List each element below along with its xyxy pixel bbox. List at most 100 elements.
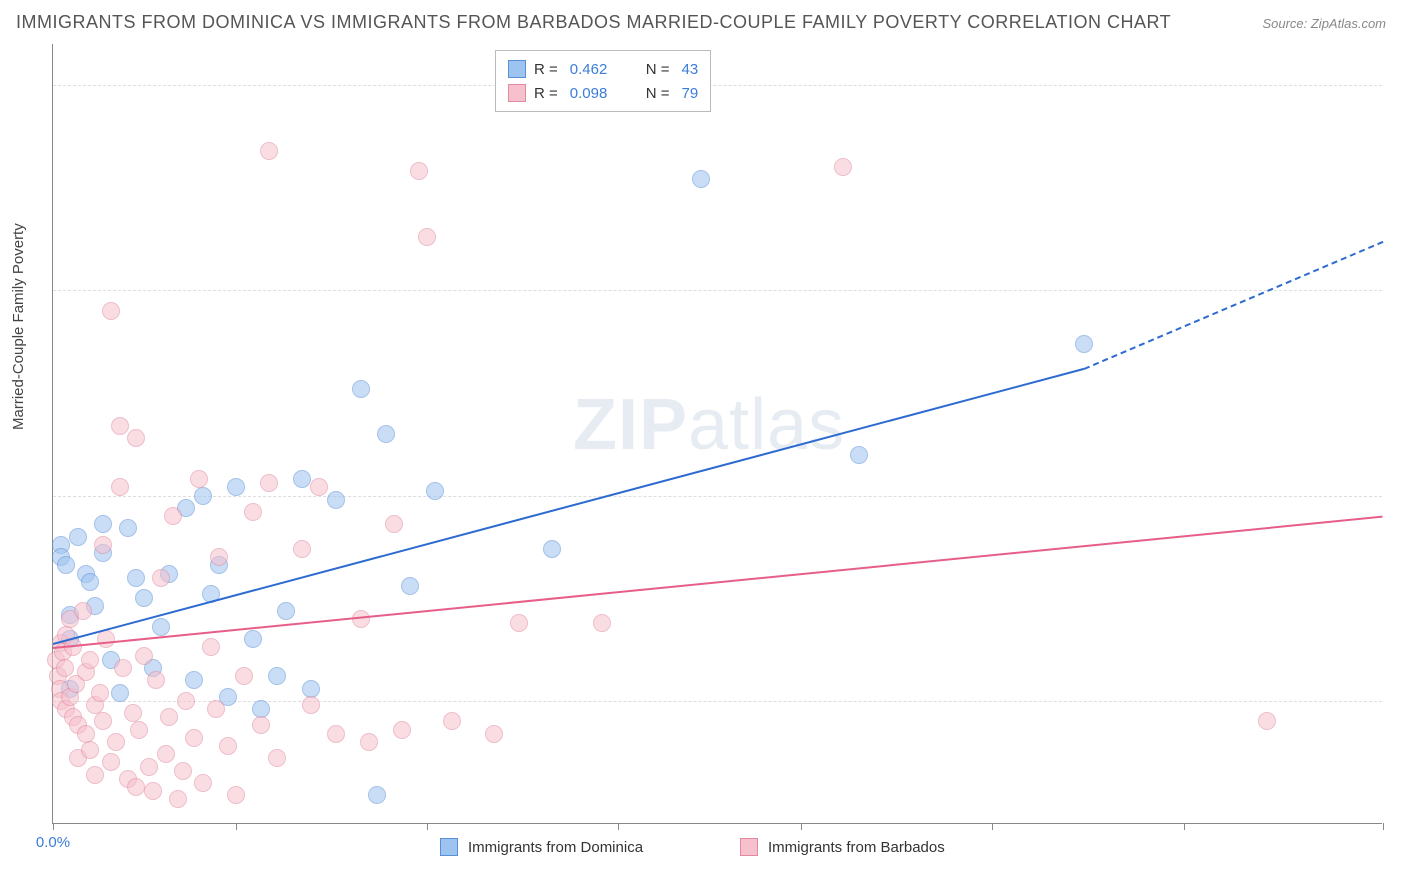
data-point xyxy=(185,671,203,689)
data-point xyxy=(293,470,311,488)
x-tick xyxy=(1383,823,1384,830)
data-point xyxy=(57,556,75,574)
data-point xyxy=(81,651,99,669)
chart-container: IMMIGRANTS FROM DOMINICA VS IMMIGRANTS F… xyxy=(0,0,1406,892)
stats-legend-row: R =0.098N =79 xyxy=(508,81,698,105)
data-point xyxy=(210,548,228,566)
x-tick xyxy=(236,823,237,830)
gridline xyxy=(53,85,1382,86)
r-label: R = xyxy=(534,85,558,102)
data-point xyxy=(107,733,125,751)
data-point xyxy=(1258,712,1276,730)
data-point xyxy=(94,515,112,533)
r-label: R = xyxy=(534,61,558,78)
x-tick xyxy=(618,823,619,830)
data-point xyxy=(219,737,237,755)
data-point xyxy=(510,614,528,632)
data-point xyxy=(252,716,270,734)
data-point xyxy=(393,721,411,739)
data-point xyxy=(91,684,109,702)
data-point xyxy=(302,680,320,698)
data-point xyxy=(94,536,112,554)
data-point xyxy=(418,228,436,246)
data-point xyxy=(268,749,286,767)
data-point xyxy=(277,602,295,620)
data-point xyxy=(485,725,503,743)
data-point xyxy=(152,569,170,587)
data-point xyxy=(157,745,175,763)
data-point xyxy=(327,491,345,509)
data-point xyxy=(81,573,99,591)
data-point xyxy=(1075,335,1093,353)
n-label: N = xyxy=(646,61,670,78)
data-point xyxy=(244,630,262,648)
data-point xyxy=(130,721,148,739)
data-point xyxy=(174,762,192,780)
data-point xyxy=(69,528,87,546)
data-point xyxy=(194,774,212,792)
r-value: 0.462 xyxy=(570,61,626,78)
data-point xyxy=(327,725,345,743)
data-point xyxy=(127,429,145,447)
data-point xyxy=(77,725,95,743)
data-point xyxy=(401,577,419,595)
data-point xyxy=(227,478,245,496)
data-point xyxy=(244,503,262,521)
data-point xyxy=(310,478,328,496)
x-tick xyxy=(992,823,993,830)
data-point xyxy=(368,786,386,804)
source-attribution: Source: ZipAtlas.com xyxy=(1262,16,1386,31)
x-tick xyxy=(801,823,802,830)
legend-label: Immigrants from Barbados xyxy=(768,839,945,856)
stats-legend-row: R = 0.462 N = 43 xyxy=(508,57,698,81)
data-point xyxy=(692,170,710,188)
data-point xyxy=(111,684,129,702)
gridline xyxy=(53,496,1382,497)
chart-title: IMMIGRANTS FROM DOMINICA VS IMMIGRANTS F… xyxy=(16,12,1171,33)
data-point xyxy=(377,425,395,443)
data-point xyxy=(302,696,320,714)
data-point xyxy=(352,380,370,398)
data-point xyxy=(260,142,278,160)
legend-swatch-icon xyxy=(508,84,526,102)
watermark: ZIPatlas xyxy=(573,384,845,466)
n-value: 43 xyxy=(682,61,699,78)
data-point xyxy=(147,671,165,689)
legend-swatch-icon xyxy=(440,838,458,856)
legend-swatch-icon xyxy=(508,60,526,78)
trend-line xyxy=(1083,241,1383,370)
data-point xyxy=(164,507,182,525)
data-point xyxy=(169,790,187,808)
data-point xyxy=(135,589,153,607)
data-point xyxy=(81,741,99,759)
data-point xyxy=(185,729,203,747)
data-point xyxy=(102,302,120,320)
data-point xyxy=(202,638,220,656)
data-point xyxy=(543,540,561,558)
x-tick xyxy=(53,823,54,830)
x-tick-label: 0.0% xyxy=(36,834,70,851)
trend-line xyxy=(53,368,1084,645)
data-point xyxy=(443,712,461,730)
series-legend-dominica: Immigrants from Dominica xyxy=(440,838,643,856)
n-label: N = xyxy=(646,85,670,102)
x-tick xyxy=(427,823,428,830)
x-tick xyxy=(1184,823,1185,830)
data-point xyxy=(227,786,245,804)
data-point xyxy=(119,519,137,537)
data-point xyxy=(140,758,158,776)
data-point xyxy=(94,712,112,730)
y-axis-label: Married-Couple Family Poverty xyxy=(10,223,27,430)
data-point xyxy=(135,647,153,665)
data-point xyxy=(593,614,611,632)
legend-label: Immigrants from Dominica xyxy=(468,839,643,856)
data-point xyxy=(160,708,178,726)
data-point xyxy=(97,630,115,648)
data-point xyxy=(152,618,170,636)
data-point xyxy=(410,162,428,180)
data-point xyxy=(834,158,852,176)
data-point xyxy=(114,659,132,677)
data-point xyxy=(177,692,195,710)
data-point xyxy=(293,540,311,558)
data-point xyxy=(111,478,129,496)
